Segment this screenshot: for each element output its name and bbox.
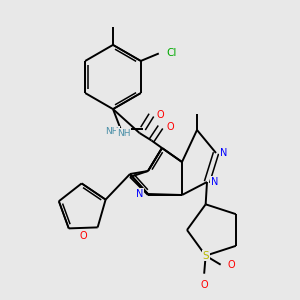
Text: O: O — [200, 280, 208, 290]
Text: S: S — [202, 251, 209, 261]
Text: NH: NH — [117, 128, 130, 137]
Text: N: N — [211, 177, 218, 187]
Text: Cl: Cl — [166, 48, 177, 59]
Text: N: N — [220, 148, 227, 158]
Text: O: O — [227, 260, 235, 270]
Text: O: O — [157, 110, 164, 120]
Text: O: O — [80, 231, 87, 241]
Text: O: O — [167, 122, 174, 132]
Text: N: N — [136, 189, 144, 199]
Text: NH: NH — [105, 127, 119, 136]
